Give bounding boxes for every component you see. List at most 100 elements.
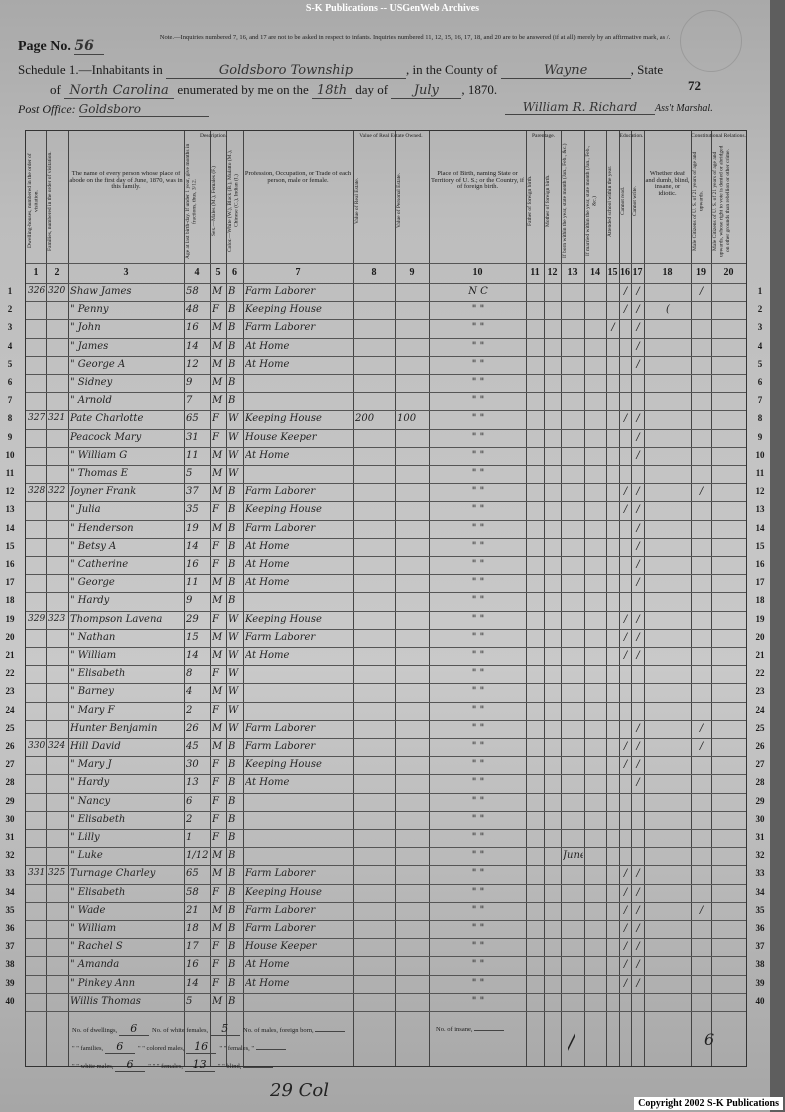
column-divider (691, 131, 692, 1066)
cell-name: " Elisabeth (70, 813, 126, 825)
column-divider (395, 131, 396, 1066)
cell-age: 16 (186, 559, 199, 570)
table-row: " Mary F 2 F W " " (26, 702, 746, 720)
row-divider (26, 519, 746, 521)
cell-birthplace: " " (471, 395, 485, 407)
line-number-right: 28 (755, 777, 765, 788)
cell-occupation: Keeping House (245, 886, 322, 898)
column-number-13: 13 (567, 267, 578, 278)
cell-sex: M (212, 868, 223, 880)
cell-name: " Elisabeth (70, 668, 126, 680)
cell-age: 13 (186, 777, 199, 789)
cell-dwelling-no: 328 (28, 486, 45, 497)
column-divider (544, 131, 545, 1066)
line-number-right: 16 (755, 559, 765, 569)
column-number-17: 17 (632, 267, 643, 278)
cell-family-no: 321 (48, 413, 66, 424)
cell-cannot-write: / (636, 522, 640, 534)
cell-sex: F (212, 559, 219, 570)
cell-color: B (228, 741, 236, 752)
post-office: Post Office: Goldsboro (18, 102, 209, 117)
census-table: Description. Value of Real Estate Owned. P… (25, 130, 747, 1067)
cell-disability: ( (666, 304, 670, 316)
cell-name: " Amanda (70, 959, 120, 971)
cell-cannot-write: / (636, 577, 640, 589)
table-row: " Wade 21 M B Farm Laborer " " / / / (26, 902, 746, 920)
cell-male-citizen: / (699, 486, 704, 498)
cell-birthplace: " " (471, 686, 485, 698)
column-header-15: Attended school within the year. (607, 165, 613, 237)
cell-birthplace: " " (471, 704, 485, 716)
cell-birthplace: " " (471, 923, 485, 934)
cell-color: B (228, 577, 236, 589)
schedule-line: Schedule 1.—Inhabitants in Goldsboro Tow… (18, 62, 664, 79)
group-value: Value of Real Estate Owned. (359, 133, 423, 139)
row-divider (26, 501, 746, 503)
cell-name: " Betsy A (70, 540, 117, 552)
families-count: 6 (104, 1040, 135, 1054)
column-number-11: 11 (530, 267, 540, 278)
table-row: " Elisabeth 58 F B Keeping House " " / / (26, 884, 746, 902)
cell-birthplace: " " (471, 904, 485, 916)
table-row: " Mary J 30 F B Keeping House " " / / (26, 756, 746, 774)
cell-color: W (228, 722, 239, 734)
row-divider (26, 792, 746, 794)
page-edge (770, 0, 785, 1112)
cell-occupation: At Home (245, 559, 290, 570)
line-number-left: 4 (7, 340, 13, 351)
column-divider (184, 131, 185, 1066)
cell-cannot-write: / (636, 904, 640, 916)
row-divider (26, 956, 746, 958)
cell-family-no: 322 (48, 486, 66, 497)
cell-cannot-write: / (636, 777, 640, 789)
line-number-left: 36 (5, 923, 15, 933)
line-number-right: 37 (755, 941, 765, 952)
white-females-count: 5 (209, 1022, 240, 1036)
colored-males-count: 16 (186, 1040, 217, 1054)
line-number-right: 2 (757, 304, 763, 315)
cell-color: B (228, 868, 236, 880)
cell-color: B (228, 504, 236, 516)
cell-sex: M (212, 395, 223, 407)
line-number-left: 28 (5, 777, 15, 788)
cell-birthplace: " " (471, 813, 485, 825)
line-number-right: 38 (755, 959, 765, 970)
cell-name: " Barney (70, 686, 114, 698)
cell-cannot-read: / (623, 650, 628, 661)
cell-color: B (228, 522, 236, 534)
row-divider (26, 392, 746, 394)
cell-family-no: 323 (48, 613, 66, 624)
line-number-left: 19 (5, 613, 15, 624)
row-divider (26, 428, 746, 430)
cell-birthplace: " " (471, 522, 485, 534)
table-row: " Sidney 9 M B " " (26, 374, 746, 392)
cell-sex: M (212, 923, 223, 934)
row-divider (26, 883, 746, 885)
cell-cannot-read: / (623, 959, 628, 971)
table-row: 326 320 Shaw James 58 M B Farm Laborer N C / / / (26, 283, 746, 301)
line-number-left: 16 (5, 559, 15, 569)
cell-color: B (228, 813, 236, 825)
cell-sex: M (212, 577, 223, 589)
column-number-15: 15 (607, 267, 618, 278)
cell-color: B (228, 995, 236, 1007)
cell-occupation: At Home (245, 540, 290, 552)
foreign-females-count (255, 1049, 286, 1050)
cell-color: B (228, 795, 236, 807)
cell-color: B (228, 959, 236, 971)
cell-dwelling-no: 326 (28, 286, 45, 296)
cell-birthplace: " " (471, 595, 485, 607)
cell-sex: F (212, 941, 219, 953)
column-number-4: 4 (194, 267, 200, 278)
cell-cannot-write: / (636, 886, 640, 898)
row-divider (26, 665, 746, 667)
line-number-left: 13 (5, 504, 15, 515)
cell-name: Hunter Benjamin (70, 722, 158, 734)
column-divider (711, 131, 712, 1066)
row-divider (26, 647, 746, 648)
column-number-14: 14 (590, 267, 600, 278)
column-divider (619, 131, 620, 1066)
cell-occupation: House Keeper (245, 431, 317, 443)
cell-occupation: Keeping House (245, 759, 322, 771)
cell-birthplace: " " (471, 759, 485, 771)
